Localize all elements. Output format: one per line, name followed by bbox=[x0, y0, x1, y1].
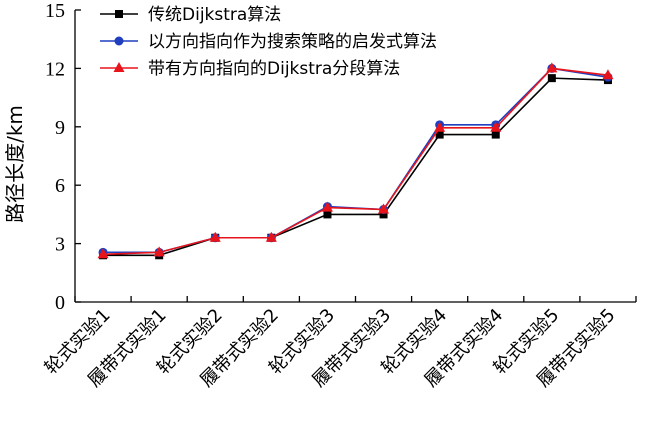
series-2 bbox=[98, 63, 613, 257]
data-point-square bbox=[115, 10, 123, 18]
data-point-square bbox=[435, 130, 444, 139]
data-point-square bbox=[491, 130, 500, 139]
data-point-triangle bbox=[546, 62, 558, 73]
data-point-triangle bbox=[321, 201, 333, 212]
legend-label: 以方向指向作为搜索策略的启发式算法 bbox=[148, 32, 437, 52]
series-line bbox=[103, 67, 609, 256]
legend-item-1: 传统Dijkstra算法 bbox=[100, 5, 281, 25]
data-point-square bbox=[379, 210, 388, 219]
y-tick-label: 6 bbox=[55, 175, 65, 197]
y-axis-title: 路径长度/km bbox=[3, 105, 27, 223]
data-point-triangle bbox=[97, 248, 109, 259]
data-point-circle bbox=[114, 36, 124, 46]
legend: 传统Dijkstra算法以方向指向作为搜索策略的启发式算法带有方向指向的Dijk… bbox=[100, 5, 437, 79]
legend-item-3: 带有方向指向的Dijkstra分段算法 bbox=[100, 59, 400, 79]
data-point-triangle bbox=[209, 231, 221, 242]
data-point-square bbox=[547, 74, 556, 83]
data-point-triangle bbox=[113, 62, 125, 72]
data-point-triangle bbox=[378, 203, 390, 214]
series-line bbox=[103, 67, 609, 254]
x-axis-ticks: 轮式实验1履带式实验1轮式实验2履带式实验2轮式实验3履带式实验3轮式实验4履带… bbox=[41, 296, 637, 391]
y-tick-label: 3 bbox=[55, 234, 65, 256]
y-tick-label: 15 bbox=[45, 0, 65, 22]
data-point-triangle bbox=[490, 121, 502, 132]
y-axis-ticks: 0 3 6 9 12 15 bbox=[45, 0, 81, 314]
legend-label: 传统Dijkstra算法 bbox=[148, 5, 281, 25]
data-point-triangle bbox=[602, 69, 614, 80]
legend-item-2: 以方向指向作为搜索策略的启发式算法 bbox=[100, 32, 437, 52]
series-3 bbox=[97, 62, 614, 259]
data-point-triangle bbox=[434, 121, 446, 132]
legend-label: 带有方向指向的Dijkstra分段算法 bbox=[148, 59, 400, 79]
y-tick-label: 12 bbox=[45, 58, 65, 80]
series-layer bbox=[97, 62, 614, 260]
data-point-triangle bbox=[265, 231, 277, 242]
series-line bbox=[103, 77, 608, 257]
y-tick-label: 0 bbox=[55, 292, 65, 314]
data-point-square bbox=[323, 210, 332, 219]
series-1 bbox=[99, 74, 612, 260]
y-tick-label: 9 bbox=[55, 117, 65, 139]
data-point-triangle bbox=[153, 246, 165, 257]
